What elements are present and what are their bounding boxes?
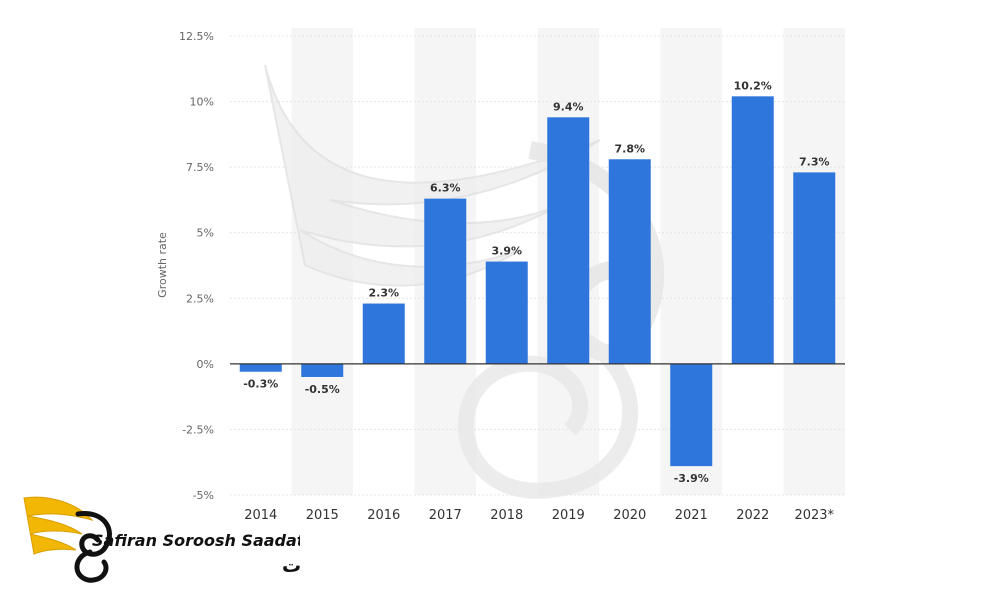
bar-2018 <box>485 261 528 364</box>
y-axis-ticks: -5% -2.5% 0% 2.5% 5% 7.5% 10% 12.5% <box>179 30 214 502</box>
data-label-2023*: 7.3% <box>799 155 830 168</box>
bars <box>239 96 836 467</box>
data-label-2014: -0.3% <box>243 378 278 391</box>
y-tick-label: 12.5% <box>179 30 214 43</box>
data-label-2017: 6.3% <box>430 182 461 195</box>
x-tick-label: 2018 <box>490 508 523 523</box>
data-label-2020: 7.8% <box>614 142 645 155</box>
x-tick-label: 2017 <box>429 508 462 523</box>
y-tick-label: 10% <box>190 96 214 109</box>
y-tick-label: -2.5% <box>182 423 214 436</box>
x-tick-label: 2019 <box>552 508 585 523</box>
brand-name-english: Safiran Soroosh Saadat <box>92 531 300 550</box>
x-tick-label: 2021 <box>675 508 708 523</box>
brand-name-persian: سفیران سروش سعادت <box>282 555 300 577</box>
bar-2016 <box>362 303 405 364</box>
bar-2022 <box>731 96 774 364</box>
y-tick-label: 5% <box>197 227 214 240</box>
data-label-2018: 3.9% <box>491 245 522 258</box>
y-tick-label: 0% <box>197 358 214 371</box>
bar-2015 <box>301 363 344 377</box>
bar-2017 <box>424 198 467 364</box>
bar-2023* <box>793 172 836 364</box>
y-tick-label: 7.5% <box>186 161 214 174</box>
data-label-2022: 10.2% <box>734 79 772 92</box>
y-axis-label: Growth rate <box>156 232 169 298</box>
x-tick-label: 2023* <box>794 508 834 523</box>
wing-icon <box>23 496 112 583</box>
data-label-2015: -0.5% <box>305 383 340 396</box>
x-tick-label: 2015 <box>306 508 339 523</box>
y-tick-label: 2.5% <box>186 292 214 305</box>
data-label-2016: 2.3% <box>368 287 399 300</box>
data-label-2021: -3.9% <box>674 472 709 485</box>
x-tick-label: 2022 <box>736 508 769 523</box>
x-axis-ticks: 2014 2015 2016 2017 2018 2019 2020 2021 2022 2023… <box>244 508 834 523</box>
data-label-2019: 9.4% <box>553 100 584 113</box>
bar-2014 <box>239 363 282 372</box>
x-tick-label: 2016 <box>367 508 400 523</box>
brand-logo: Safiran Soroosh Saadat سفیران سروش سعادت <box>23 496 300 583</box>
bar-2020 <box>608 159 651 364</box>
x-tick-label: 2020 <box>613 508 646 523</box>
x-tick-label: 2014 <box>244 508 277 523</box>
y-tick-label: -5% <box>193 489 214 502</box>
bar-2021 <box>670 363 713 467</box>
data-labels: -0.3% -0.5% 2.3% 6.3% 3.9% 9.4% 7.8% -3.9% 10.2%… <box>243 79 829 485</box>
bar-2019 <box>547 117 590 364</box>
